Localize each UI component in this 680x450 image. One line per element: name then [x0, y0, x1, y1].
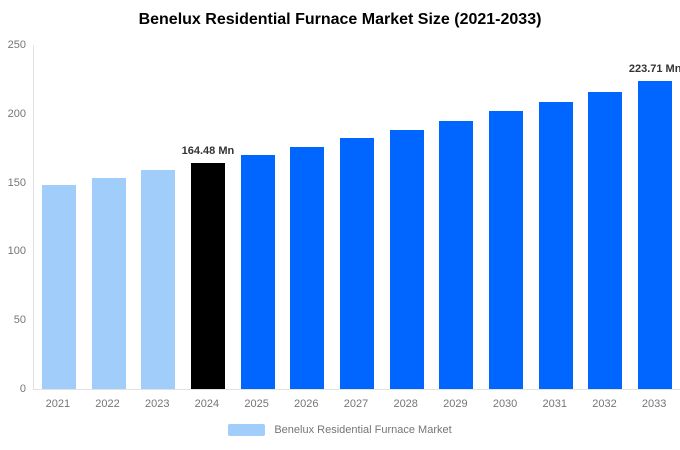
bar-2022[interactable] — [91, 177, 126, 389]
chart-title: Benelux Residential Furnace Market Size … — [138, 11, 542, 28]
x-tick-label-2029: 2029 — [443, 398, 468, 410]
legend-swatch-icon — [228, 424, 266, 436]
bar-2031[interactable] — [538, 101, 573, 389]
bar-2027[interactable] — [340, 138, 374, 389]
x-tick-label-2031: 2031 — [542, 398, 568, 410]
plot-area: 164.48 Mn 223.71 Mn — [33, 45, 680, 390]
bar-2033[interactable] — [638, 81, 673, 389]
bar-2023[interactable] — [141, 170, 176, 389]
x-tick-label-2025: 2025 — [244, 398, 269, 410]
x-tick-label-2021: 2021 — [45, 398, 71, 410]
y-tick-label: 250 — [7, 39, 26, 51]
bar-2030[interactable] — [489, 111, 524, 389]
bar-2025[interactable] — [240, 154, 275, 389]
legend-item[interactable]: Benelux Residential Furnace Market — [228, 424, 452, 436]
x-tick-label-2024: 2024 — [194, 398, 220, 410]
x-tick-label-2022: 2022 — [95, 398, 120, 410]
x-tick-label-2033: 2033 — [641, 398, 667, 410]
x-tick-label-2032: 2032 — [592, 398, 617, 410]
x-tick-label-2023: 2023 — [144, 398, 170, 410]
bar-2021[interactable] — [41, 184, 76, 389]
x-axis: 2021 2022 2023 2024 2025 2026 2027 2028 2029 2030… — [33, 398, 679, 412]
bar-2032[interactable] — [588, 91, 623, 389]
y-axis: 0 50 100 150 200 250 — [0, 0, 26, 450]
y-tick-label: 0 — [19, 383, 26, 395]
y-tick-label: 200 — [7, 107, 26, 120]
x-tick-label-2027: 2027 — [343, 398, 369, 410]
bar-value-label-2033: 223.71 Mn — [628, 63, 680, 76]
y-tick-label: 150 — [7, 176, 26, 189]
y-tick-label: 50 — [13, 314, 26, 327]
bar-2024[interactable] — [190, 162, 225, 389]
bar-value-label-2024: 164.48 Mn — [181, 144, 235, 157]
bar-2029[interactable] — [439, 120, 474, 389]
legend-label: Benelux Residential Furnace Market — [274, 424, 452, 436]
x-tick-label-2028: 2028 — [393, 398, 418, 410]
bar-2026[interactable] — [290, 146, 325, 389]
x-tick-label-2030: 2030 — [492, 398, 518, 410]
bar-2028[interactable] — [389, 129, 424, 389]
y-tick-label: 100 — [7, 245, 26, 258]
x-tick-label-2026: 2026 — [294, 398, 319, 410]
legend: Benelux Residential Furnace Market — [0, 424, 680, 436]
